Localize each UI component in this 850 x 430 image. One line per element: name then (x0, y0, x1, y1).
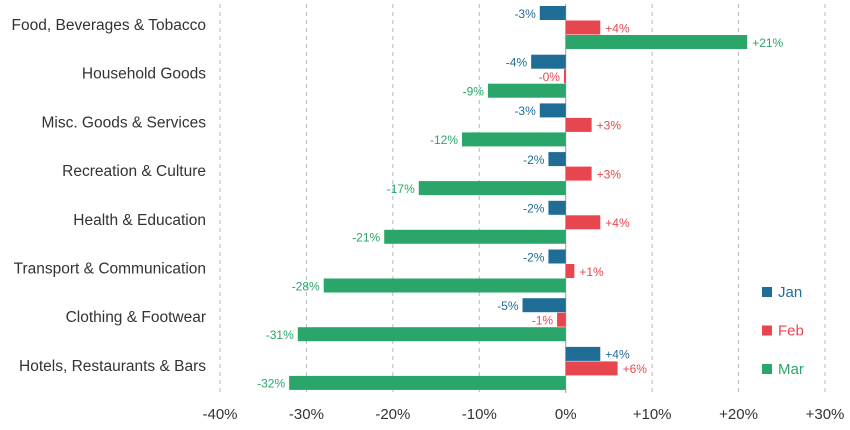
bar-mar (384, 229, 566, 244)
x-tick-label: -40% (202, 406, 237, 423)
data-label: -32% (257, 377, 285, 391)
data-label: -17% (387, 182, 415, 196)
bar-jan (539, 103, 566, 118)
x-tick-label: 0% (555, 406, 577, 423)
bar-mar (323, 278, 566, 293)
legend-swatch-mar (762, 364, 772, 374)
legend-swatch-feb (762, 325, 772, 336)
data-label: -3% (514, 104, 536, 118)
data-label: +6% (623, 362, 648, 376)
bar-jan (565, 346, 601, 361)
data-label: +3% (597, 119, 622, 133)
bar-feb (565, 215, 601, 230)
bar-jan (522, 298, 566, 313)
data-label: -12% (430, 133, 458, 147)
data-label: -2% (523, 202, 545, 216)
data-label: -0% (539, 70, 561, 84)
bar-jan (539, 6, 566, 20)
data-label: -31% (266, 328, 294, 342)
category-label: Hotels, Restaurants & Bars (19, 358, 206, 375)
data-label: -28% (292, 279, 320, 293)
legend-swatch-jan (762, 287, 772, 297)
bar-mar (487, 83, 566, 98)
x-tick-label: +20% (719, 406, 758, 423)
data-label: -3% (514, 7, 536, 21)
data-label: -4% (506, 55, 528, 69)
category-label: Household Goods (82, 66, 206, 83)
data-label: -2% (523, 250, 545, 264)
bar-mar (289, 375, 566, 390)
bar-mar (565, 35, 748, 49)
x-tick-label: -20% (375, 406, 410, 423)
bar-mar (297, 327, 566, 342)
bar-feb (563, 69, 566, 84)
data-label: -5% (497, 299, 519, 313)
bar-jan (531, 54, 566, 69)
legend-label-feb: Feb (778, 323, 804, 340)
bar-feb (565, 117, 592, 132)
bar-feb (565, 20, 601, 35)
bar-feb (565, 361, 618, 376)
category-label: Clothing & Footwear (66, 309, 206, 326)
data-label: -21% (352, 231, 380, 245)
x-tick-label: -30% (289, 406, 324, 423)
category-label: Misc. Goods & Services (41, 114, 206, 131)
x-tick-label: +30% (806, 406, 845, 423)
x-tick-label: -10% (462, 406, 497, 423)
bar-jan (548, 152, 566, 167)
data-label: -9% (463, 84, 485, 98)
bar-feb (565, 264, 575, 278)
category-label: Food, Beverages & Tobacco (12, 17, 206, 34)
bar-mar (418, 181, 566, 196)
data-label: -1% (532, 313, 554, 327)
category-label: Health & Education (73, 212, 206, 229)
bar-feb (557, 312, 566, 327)
bar-mar (462, 132, 566, 147)
category-label: Recreation & Culture (62, 163, 206, 180)
bar-feb (565, 166, 592, 181)
category-label: Transport & Communication (14, 261, 206, 278)
bar-jan (548, 200, 566, 215)
data-label: +4% (605, 21, 630, 35)
data-label: +3% (597, 167, 622, 181)
data-label: +4% (605, 348, 630, 362)
bar-jan (548, 249, 566, 264)
data-label: +4% (605, 216, 630, 230)
data-label: +21% (752, 36, 783, 50)
x-tick-label: +10% (633, 406, 672, 423)
legend-label-jan: Jan (778, 284, 802, 301)
legend-label-mar: Mar (778, 361, 804, 378)
data-label: +1% (579, 265, 604, 279)
data-label: -2% (523, 153, 545, 167)
